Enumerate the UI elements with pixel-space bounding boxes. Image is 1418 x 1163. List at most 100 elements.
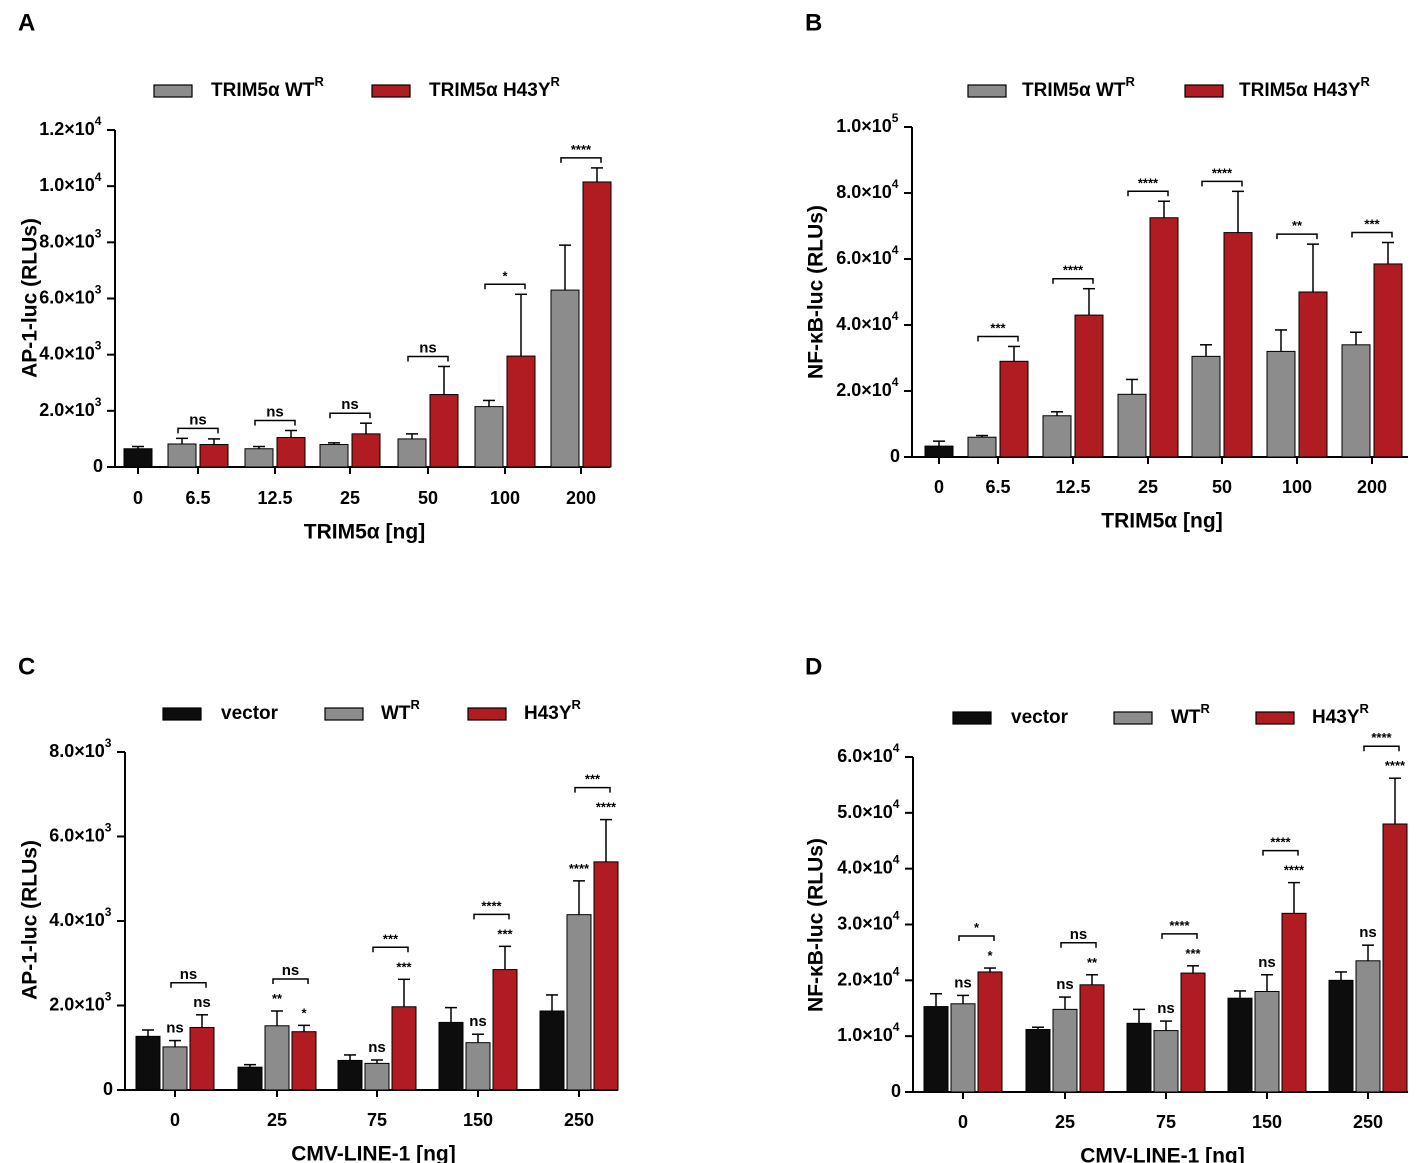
bar-h43y: [506, 355, 536, 468]
significance-bracket: [1127, 190, 1169, 197]
legend-swatch-vector: [952, 711, 992, 725]
bar-significance: ns: [954, 974, 972, 991]
bar-h43y: [391, 1006, 417, 1091]
x-tick-label: 25: [1138, 477, 1158, 497]
bar-significance: ****: [569, 861, 590, 876]
legend-label-wt: TRIM5α WTR: [211, 74, 325, 101]
bar-h43y: [999, 360, 1029, 458]
bar-wt: [162, 1046, 188, 1091]
bar-h43y: [1281, 912, 1307, 1093]
y-tick-label: 4.0×104: [837, 853, 901, 878]
bar-wt: [1153, 1030, 1179, 1093]
bar-h43y: [1382, 823, 1408, 1093]
bar-vector: [923, 1006, 949, 1093]
bar-significance: ns: [1056, 976, 1074, 993]
bar-significance: **: [272, 991, 283, 1006]
bar-h43y: [492, 969, 518, 1091]
bar-wt: [364, 1062, 390, 1091]
x-tick-label: 12.5: [257, 488, 292, 508]
x-tick-label: 0: [170, 1110, 180, 1130]
bar-vector: [135, 1035, 161, 1091]
legend-label-wt: WTR: [381, 697, 421, 724]
bracket-significance: ****: [481, 898, 502, 913]
legend-swatch-h43y: [1184, 84, 1224, 98]
x-tick-label: 50: [1212, 477, 1232, 497]
bracket-significance: ns: [189, 411, 207, 428]
legend-label-wt: WTR: [1171, 701, 1211, 728]
bar-significance: ****: [1385, 758, 1406, 773]
legend-swatch-wt: [1113, 711, 1153, 725]
bar-h43y: [1298, 291, 1328, 458]
y-tick-label: 0: [93, 456, 103, 476]
x-tick-label: 250: [564, 1110, 594, 1130]
bar-h43y: [1079, 984, 1105, 1093]
significance-bracket: [1276, 233, 1318, 240]
legend-label-h43y: TRIM5α H43YR: [429, 74, 561, 101]
bar-wt: [319, 444, 349, 468]
significance-bracket: [407, 355, 449, 362]
significance-bracket: [170, 982, 207, 988]
x-tick-label: 25: [267, 1110, 287, 1130]
bracket-significance: ****: [1169, 918, 1190, 933]
x-tick-label: 200: [1357, 477, 1387, 497]
significance-bracket: [1262, 849, 1299, 856]
bar-wt: [950, 1003, 976, 1093]
x-tick-label: 50: [418, 488, 438, 508]
significance-bracket: [177, 427, 219, 434]
x-axis-label: TRIM5α [ng]: [304, 521, 425, 544]
bracket-significance: ns: [1070, 926, 1088, 943]
bracket-significance: **: [1292, 218, 1303, 233]
bar-vector: [1227, 997, 1253, 1093]
bar-wt: [264, 1025, 290, 1091]
bar-vector: [924, 445, 954, 458]
bar-vector: [1025, 1028, 1051, 1093]
x-tick-label: 100: [1282, 477, 1312, 497]
x-axis-label: CMV-LINE-1 [ng]: [1080, 1145, 1244, 1163]
bracket-significance: ****: [1138, 175, 1159, 190]
bracket-significance: ***: [990, 320, 1006, 335]
bar-wt: [1266, 350, 1296, 458]
legend-swatch-wt: [153, 84, 193, 98]
y-tick-label: 1.0×104: [39, 170, 103, 195]
x-tick-label: 0: [133, 488, 143, 508]
panel-label: D: [805, 653, 822, 680]
bar-h43y: [582, 181, 612, 468]
y-tick-label: 2.0×104: [836, 375, 900, 400]
bar-wt: [967, 436, 997, 458]
bar-h43y: [1074, 314, 1104, 458]
significance-bracket: [1351, 231, 1393, 238]
legend-swatch-h43y: [371, 84, 411, 98]
significance-bracket: [1201, 180, 1243, 187]
x-tick-label: 6.5: [185, 488, 210, 508]
y-tick-label: 6.0×103: [49, 821, 113, 846]
y-tick-label: 2.0×104: [837, 965, 901, 990]
x-tick-label: 75: [1156, 1112, 1176, 1132]
bar-h43y: [429, 394, 459, 468]
bar-wt: [1341, 344, 1371, 458]
x-tick-label: 6.5: [985, 477, 1010, 497]
bar-wt: [1191, 355, 1221, 458]
bar-vector: [1328, 979, 1354, 1093]
bar-vector: [539, 1010, 565, 1091]
bar-vector: [438, 1021, 464, 1091]
significance-bracket: [473, 913, 510, 920]
bar-significance: ****: [596, 800, 617, 815]
bar-significance: ***: [497, 926, 513, 941]
bar-wt: [566, 914, 592, 1091]
y-tick-label: 1.0×104: [837, 1020, 901, 1045]
bracket-significance: ns: [419, 339, 437, 356]
y-tick-label: 1.2×104: [39, 114, 103, 139]
significance-bracket: [1363, 745, 1400, 752]
x-tick-label: 0: [934, 477, 944, 497]
x-tick-label: 25: [340, 488, 360, 508]
significance-bracket: [958, 935, 995, 942]
legend-label-wt: TRIM5α WTR: [1022, 74, 1136, 101]
bar-wt: [397, 438, 427, 468]
bracket-significance: ***: [1364, 217, 1380, 232]
bar-significance: ***: [396, 959, 412, 974]
y-tick-label: 2.0×103: [39, 395, 103, 420]
x-axis-label: TRIM5α [ng]: [1101, 510, 1222, 533]
